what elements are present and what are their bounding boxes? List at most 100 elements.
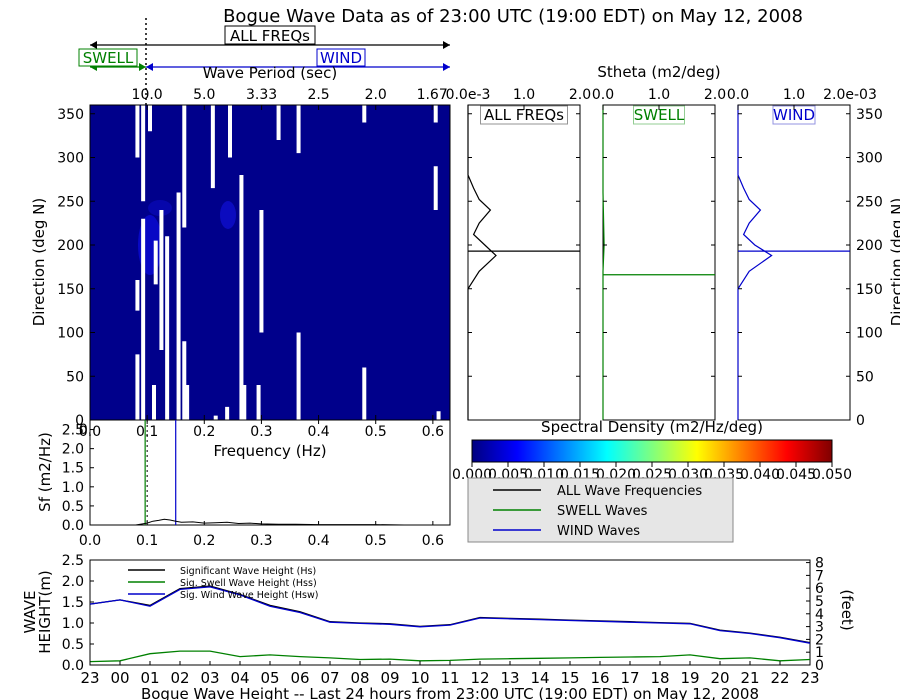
history-ytick-right: 7 <box>815 568 824 584</box>
period-tick: 1.67 <box>417 87 448 103</box>
history-ytick-right: 5 <box>815 594 824 610</box>
spectral-density-colorbar: Spectral Density (m2/Hz/deg) 0.0000.0050… <box>452 418 852 483</box>
history-xtick: 14 <box>530 669 549 687</box>
colorbar-tick: 0.050 <box>812 467 852 483</box>
history-ylabel-line2: HEIGHT(m) <box>36 570 54 654</box>
period-axis-label: Wave Period (sec) <box>203 64 337 82</box>
spectrum-xtick-top: 0.2 <box>193 424 215 440</box>
history-xtick: 05 <box>260 669 279 687</box>
history-xtick: 10 <box>410 669 429 687</box>
stheta-swell-panel: SWELL 0.0 1.0 2.0 <box>592 87 726 421</box>
colorbar-tick: 0.045 <box>776 467 816 483</box>
history-xtick: 21 <box>740 669 759 687</box>
history-ytick-right: 8 <box>815 556 824 572</box>
history-ytick-right: 6 <box>815 581 824 597</box>
heatmap-gap <box>276 105 281 140</box>
heatmap-ytick: 0 <box>75 413 84 429</box>
history-xtick: 16 <box>590 669 609 687</box>
spectrum-legend: ALL Wave Frequencies SWELL Waves WIND Wave… <box>467 477 734 543</box>
all-freqs-label: ALL FREQs <box>230 27 310 45</box>
swell-band-label: SWELL <box>83 49 134 67</box>
stheta-all-profile <box>467 105 497 420</box>
wind-band-label: WIND <box>320 49 362 67</box>
heatmap-gap <box>213 415 218 420</box>
heatmap-gap <box>433 166 438 210</box>
stheta-xtick: 2.0e-03 <box>823 87 877 103</box>
history-xtick: 06 <box>290 669 309 687</box>
heatmap-gap <box>436 411 441 420</box>
history-xtick: 02 <box>170 669 189 687</box>
history-xtick: 00 <box>110 669 129 687</box>
heatmap-gap <box>242 385 247 420</box>
heatmap-ytick: 200 <box>57 238 84 254</box>
stheta-ytick: 250 <box>856 194 883 210</box>
history-xtick: 23 <box>800 669 819 687</box>
spectrum-ytick: 0.0 <box>62 518 84 534</box>
stheta-xtick: 1.0 <box>648 87 670 103</box>
spectrum-xtick-top: 0.3 <box>250 424 272 440</box>
frequency-spectrum-panel: 0.00.00.10.10.20.20.30.30.40.40.50.50.60… <box>36 419 451 549</box>
heatmap-gap <box>225 406 230 420</box>
history-ytick: 0.5 <box>62 637 84 653</box>
history-ytick-right: 2 <box>815 632 824 648</box>
heatmap-gap <box>256 385 261 420</box>
spectrum-xtick-top: 0.0 <box>79 424 101 440</box>
heatmap-gap <box>135 105 140 158</box>
spectrum-xtick-top: 0.4 <box>307 424 329 440</box>
history-ylabel-line1: WAVE <box>21 590 39 633</box>
history-xtick: 11 <box>440 669 459 687</box>
stheta-xtick: 1.0 <box>783 87 805 103</box>
spectrum-line <box>135 518 450 526</box>
stheta-xlabel: Stheta (m2/deg) <box>597 63 720 81</box>
spectrum-ylabel: Sf (m2/Hz) <box>36 432 54 512</box>
legend-label: ALL Wave Frequencies <box>557 484 702 499</box>
history-series-line <box>89 650 811 663</box>
heatmap-gap <box>141 105 146 202</box>
spectrum-freq-label: Frequency (Hz) <box>213 442 326 460</box>
history-ytick: 2.5 <box>62 553 84 569</box>
stheta-ylabel: Direction (deg N) <box>888 198 900 327</box>
history-ytick: 1.5 <box>62 595 84 611</box>
history-xtick: 19 <box>680 669 699 687</box>
history-xtick: 01 <box>140 669 159 687</box>
stheta-xtick: 0.0 <box>592 87 614 103</box>
heatmap-gap <box>176 192 181 420</box>
heatmap-gap <box>362 367 367 420</box>
history-xtick: 13 <box>500 669 519 687</box>
spectrum-xtick-top: 0.6 <box>422 424 444 440</box>
stheta-all-label: ALL FREQs <box>484 106 564 124</box>
history-xtick: 09 <box>380 669 399 687</box>
history-xtick: 04 <box>230 669 249 687</box>
heatmap-ytick: 350 <box>57 107 84 123</box>
colorbar-title: Spectral Density (m2/Hz/deg) <box>541 418 763 436</box>
wave-height-history-panel: 23 00 01 02 03 04 05 06 07 08 09 10 11 12 13 14 15 16 17 18… <box>21 553 856 700</box>
stheta-ytick: 50 <box>856 369 874 385</box>
heatmap-gap <box>228 105 232 158</box>
history-ytick-right: 4 <box>815 607 824 623</box>
heatmap-gap <box>210 105 215 189</box>
stheta-ytick: 150 <box>856 282 883 298</box>
band-range-indicator: ALL FREQs SWELL WIND <box>78 25 450 71</box>
heatmap-gap <box>159 210 164 350</box>
stheta-ytick: 100 <box>856 326 883 342</box>
history-xtick: 20 <box>710 669 729 687</box>
heatmap-gap <box>141 218 146 420</box>
heatmap-ytick: 50 <box>66 369 84 385</box>
history-xtick: 07 <box>320 669 339 687</box>
spectrum-ytick: 1.0 <box>62 480 84 496</box>
spectrum-xtick-bottom: 0.4 <box>307 533 329 549</box>
stheta-all-panel: ALL FREQs 0.0e-3 1.0 2.0 <box>446 87 591 421</box>
spectrum-ytick: 2.0 <box>62 442 84 458</box>
period-tick: 5.0 <box>193 87 215 103</box>
history-ylabel-right: (feet) <box>838 589 856 630</box>
heatmap-ylabel: Direction (deg N) <box>30 198 48 327</box>
heatmap-ytick: 250 <box>57 194 84 210</box>
history-xtick: 23 <box>80 669 99 687</box>
period-tick: 2.5 <box>307 87 329 103</box>
stheta-xtick: 1.0 <box>513 87 535 103</box>
heatmap-gap <box>296 332 301 420</box>
history-legend-label: Significant Wave Height (Hs) <box>180 566 316 577</box>
history-ytick-right: 3 <box>815 620 824 636</box>
heatmap-gap <box>135 280 140 311</box>
